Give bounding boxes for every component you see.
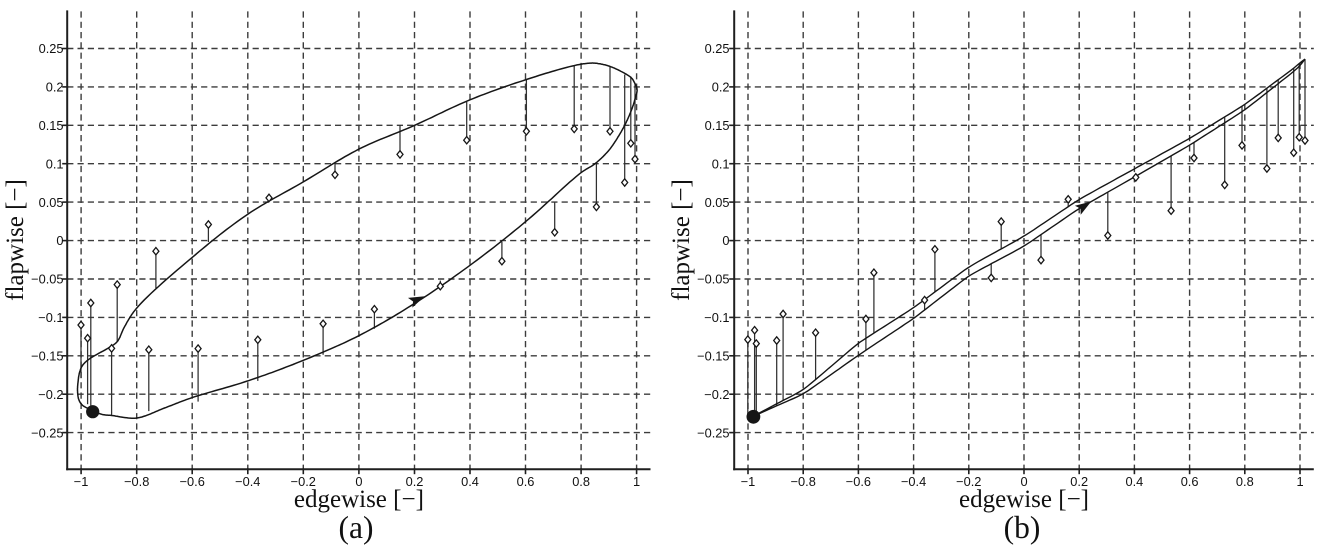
- svg-text:0.2: 0.2: [712, 80, 730, 95]
- svg-text:−0.2: −0.2: [291, 474, 316, 489]
- svg-text:−1: −1: [74, 474, 89, 489]
- svg-text:0.25: 0.25: [39, 41, 64, 56]
- svg-text:−1: −1: [741, 474, 756, 489]
- svg-text:−0.2: −0.2: [956, 474, 981, 489]
- svg-text:0.6: 0.6: [1181, 474, 1199, 489]
- svg-text:−0.8: −0.8: [124, 474, 149, 489]
- svg-text:0.1: 0.1: [712, 156, 730, 171]
- svg-text:0.25: 0.25: [705, 41, 730, 56]
- svg-text:−0.1: −0.1: [38, 310, 63, 325]
- svg-text:0.2: 0.2: [46, 80, 64, 95]
- svg-text:0.4: 0.4: [1126, 474, 1144, 489]
- svg-text:0.15: 0.15: [39, 118, 64, 133]
- svg-text:0.1: 0.1: [46, 156, 64, 171]
- svg-text:−0.6: −0.6: [846, 474, 871, 489]
- svg-text:0.05: 0.05: [705, 195, 730, 210]
- svg-text:−0.25: −0.25: [31, 425, 63, 440]
- svg-text:(a): (a): [339, 510, 374, 545]
- svg-text:0.05: 0.05: [39, 195, 64, 210]
- svg-text:0.8: 0.8: [1236, 474, 1254, 489]
- svg-text:−0.4: −0.4: [901, 474, 926, 489]
- svg-text:−0.6: −0.6: [180, 474, 205, 489]
- svg-text:0: 0: [56, 233, 63, 248]
- svg-text:−0.2: −0.2: [38, 387, 63, 402]
- svg-text:−0.15: −0.15: [697, 349, 729, 364]
- svg-text:flapwise [−]: flapwise [−]: [668, 179, 695, 301]
- svg-text:−0.1: −0.1: [704, 310, 729, 325]
- svg-text:(b): (b): [1004, 510, 1041, 545]
- svg-text:edgewise [−]: edgewise [−]: [294, 486, 424, 513]
- svg-text:0.2: 0.2: [406, 474, 424, 489]
- svg-text:−0.8: −0.8: [791, 474, 816, 489]
- svg-text:−0.05: −0.05: [697, 272, 729, 287]
- svg-text:0.2: 0.2: [1070, 474, 1088, 489]
- svg-text:0: 0: [722, 233, 729, 248]
- svg-text:flapwise [−]: flapwise [−]: [2, 179, 29, 301]
- svg-text:−0.2: −0.2: [704, 387, 729, 402]
- svg-text:−0.05: −0.05: [31, 272, 63, 287]
- svg-text:0.8: 0.8: [572, 474, 590, 489]
- svg-text:0.6: 0.6: [517, 474, 535, 489]
- svg-text:−0.15: −0.15: [31, 349, 63, 364]
- svg-text:−0.4: −0.4: [235, 474, 260, 489]
- svg-text:0.15: 0.15: [705, 118, 730, 133]
- svg-text:0: 0: [1020, 474, 1027, 489]
- svg-text:1: 1: [1296, 474, 1303, 489]
- svg-text:edgewise [−]: edgewise [−]: [959, 486, 1089, 513]
- svg-text:0.4: 0.4: [461, 474, 479, 489]
- svg-text:−0.25: −0.25: [697, 425, 729, 440]
- svg-text:1: 1: [633, 474, 640, 489]
- svg-text:0: 0: [355, 474, 362, 489]
